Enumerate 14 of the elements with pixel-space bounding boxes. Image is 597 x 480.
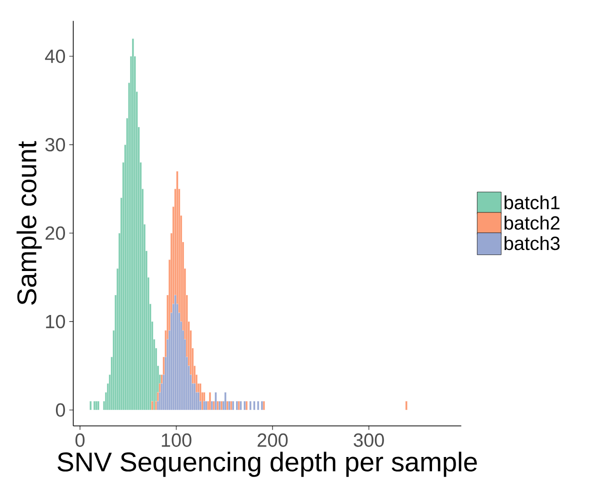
y-tick-label: 10 xyxy=(46,314,66,328)
legend-label: batch3 xyxy=(504,236,560,250)
y-tick-label: 0 xyxy=(56,403,66,417)
y-tick-label: 20 xyxy=(46,226,66,240)
x-tick-label: 200 xyxy=(258,433,288,447)
y-tick-label: 40 xyxy=(45,50,66,64)
x-tick-label: 100 xyxy=(162,433,192,447)
x-axis-title: SNV Sequencing depth per sample xyxy=(58,452,477,477)
y-tick-label: 30 xyxy=(45,138,66,152)
legend-label: batch1 xyxy=(504,195,560,210)
x-tick-label: 300 xyxy=(354,433,384,447)
y-axis-title: Sample count xyxy=(16,141,42,305)
legend-label: batch2 xyxy=(504,216,560,230)
x-tick-label: 0 xyxy=(75,433,85,447)
